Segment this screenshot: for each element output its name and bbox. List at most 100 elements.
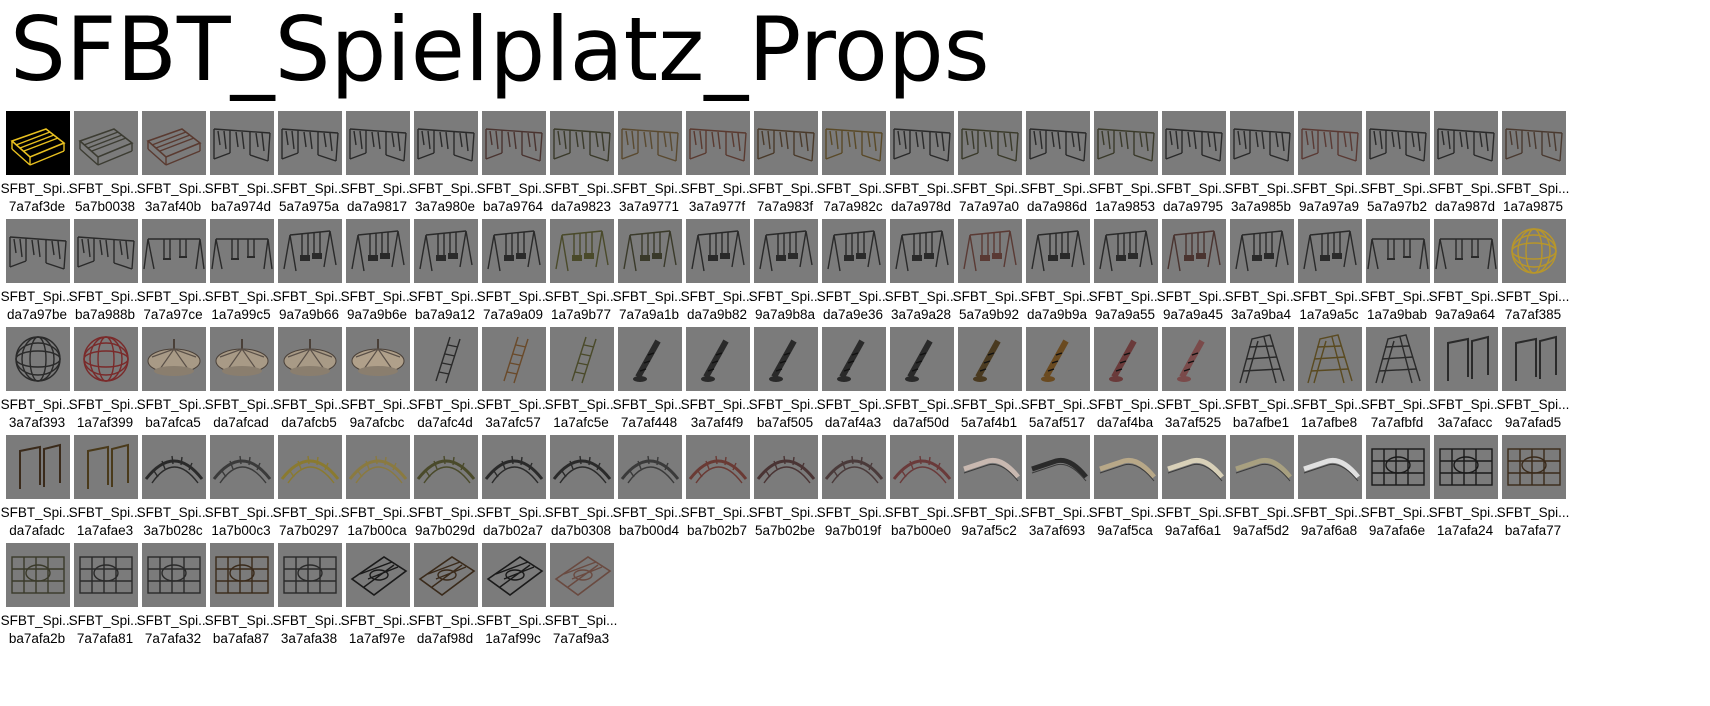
file-item[interactable]: SFBT_Spi... ba7a9764 <box>476 111 550 217</box>
file-thumbnail[interactable] <box>6 111 70 175</box>
file-item[interactable]: SFBT_Spi... 7a7a983f <box>748 111 822 217</box>
file-thumbnail[interactable] <box>1094 327 1158 391</box>
file-thumbnail[interactable] <box>74 327 138 391</box>
file-thumbnail[interactable] <box>754 435 818 499</box>
file-thumbnail[interactable] <box>6 435 70 499</box>
file-thumbnail[interactable] <box>1502 327 1566 391</box>
file-thumbnail[interactable] <box>414 219 478 283</box>
file-item[interactable]: SFBT_Spi... da7afcad <box>204 327 278 433</box>
file-item[interactable]: SFBT_Spi... 9a7a9b6e <box>340 219 414 325</box>
file-item[interactable]: SFBT_Spi... da7af4a3 <box>816 327 890 433</box>
file-thumbnail[interactable] <box>482 543 546 607</box>
file-item[interactable]: SFBT_Spi... 3a7a977f <box>680 111 754 217</box>
file-thumbnail[interactable] <box>958 111 1022 175</box>
file-item[interactable]: SFBT_Spi... 7a7afa81 <box>68 543 142 649</box>
file-item[interactable]: SFBT_Spi... 3a7a9771 <box>612 111 686 217</box>
file-thumbnail[interactable] <box>74 543 138 607</box>
file-thumbnail[interactable] <box>1434 435 1498 499</box>
file-thumbnail[interactable] <box>1502 435 1566 499</box>
file-thumbnail[interactable] <box>210 111 274 175</box>
file-item[interactable]: SFBT_Spi... 9a7a9a45 <box>1156 219 1230 325</box>
file-thumbnail[interactable] <box>1026 219 1090 283</box>
file-item[interactable]: SFBT_Spi... 7a7a97a0 <box>952 111 1026 217</box>
file-item[interactable]: SFBT_Spi... 9a7af6a1 <box>1156 435 1230 541</box>
file-item[interactable]: SFBT_Spi... 7a7afbfd <box>1360 327 1434 433</box>
file-item[interactable]: SFBT_Spi... ba7b02b7 <box>680 435 754 541</box>
file-item[interactable]: SFBT_Spi... 7a7b0297 <box>272 435 346 541</box>
file-item[interactable]: SFBT_Spi... 3a7af525 <box>1156 327 1230 433</box>
file-item[interactable]: SFBT_Spi... 3a7afa38 <box>272 543 346 649</box>
file-thumbnail[interactable] <box>414 435 478 499</box>
file-item[interactable]: SFBT_Spi... 7a7afa32 <box>136 543 210 649</box>
file-thumbnail[interactable] <box>142 111 206 175</box>
file-thumbnail[interactable] <box>1162 111 1226 175</box>
file-thumbnail[interactable] <box>6 219 70 283</box>
file-thumbnail[interactable] <box>142 327 206 391</box>
file-thumbnail[interactable] <box>1434 111 1498 175</box>
file-thumbnail[interactable] <box>822 327 886 391</box>
file-item[interactable]: SFBT_Spi... 7a7af448 <box>612 327 686 433</box>
file-thumbnail[interactable] <box>74 111 138 175</box>
file-thumbnail[interactable] <box>6 543 70 607</box>
file-thumbnail[interactable] <box>822 435 886 499</box>
file-thumbnail[interactable] <box>210 327 274 391</box>
file-item[interactable]: SFBT_Spi... 1a7a9875 <box>1496 111 1570 217</box>
file-thumbnail[interactable] <box>754 111 818 175</box>
file-thumbnail[interactable] <box>210 543 274 607</box>
file-item[interactable]: SFBT_Spi... 3a7af40b <box>136 111 210 217</box>
file-item[interactable]: SFBT_Spi... 1a7a9853 <box>1088 111 1162 217</box>
file-thumbnail[interactable] <box>278 543 342 607</box>
file-item[interactable]: SFBT_Spi... da7a978d <box>884 111 958 217</box>
file-thumbnail[interactable] <box>890 435 954 499</box>
file-thumbnail[interactable] <box>958 327 1022 391</box>
file-item[interactable]: SFBT_Spi... da7a987d <box>1428 111 1502 217</box>
file-thumbnail[interactable] <box>142 543 206 607</box>
file-thumbnail[interactable] <box>1298 111 1362 175</box>
file-item[interactable]: SFBT_Spi... 5a7af4b1 <box>952 327 1026 433</box>
file-thumbnail[interactable] <box>278 111 342 175</box>
file-item[interactable]: SFBT_Spi... 9a7a9a64 <box>1428 219 1502 325</box>
file-item[interactable]: SFBT_Spi... 9a7a9b66 <box>272 219 346 325</box>
file-thumbnail[interactable] <box>482 219 546 283</box>
file-item[interactable]: SFBT_Spi... 3a7af393 <box>0 327 74 433</box>
file-thumbnail[interactable] <box>1366 435 1430 499</box>
file-item[interactable]: SFBT_Spi... ba7a988b <box>68 219 142 325</box>
file-thumbnail[interactable] <box>550 111 614 175</box>
file-thumbnail[interactable] <box>6 327 70 391</box>
file-item[interactable]: SFBT_Spi... da7af4ba <box>1088 327 1162 433</box>
file-thumbnail[interactable] <box>754 219 818 283</box>
file-thumbnail[interactable] <box>482 435 546 499</box>
file-item[interactable]: SFBT_Spi... da7a9b82 <box>680 219 754 325</box>
file-item[interactable]: SFBT_Spi... 1a7afa24 <box>1428 435 1502 541</box>
file-item[interactable]: SFBT_Spi... da7afcb5 <box>272 327 346 433</box>
file-thumbnail[interactable] <box>1230 435 1294 499</box>
file-item[interactable]: SFBT_Spi... 9a7af5d2 <box>1224 435 1298 541</box>
file-item[interactable]: SFBT_Spi... da7a9817 <box>340 111 414 217</box>
file-thumbnail[interactable] <box>1298 435 1362 499</box>
file-thumbnail[interactable] <box>686 111 750 175</box>
file-item[interactable]: SFBT_Spi... 3a7afc57 <box>476 327 550 433</box>
file-item[interactable]: SFBT_Spi... 5a7a97b2 <box>1360 111 1434 217</box>
file-item[interactable]: SFBT_Spi... 1a7af99c <box>476 543 550 649</box>
file-item[interactable]: SFBT_Spi... 3a7b028c <box>136 435 210 541</box>
file-item[interactable]: SFBT_Spi... 3a7a9a28 <box>884 219 958 325</box>
file-item[interactable]: SFBT_Spi... ba7af505 <box>748 327 822 433</box>
file-item[interactable]: SFBT_Spi... 9a7af6a8 <box>1292 435 1366 541</box>
file-item[interactable]: SFBT_Spi... da7af98d <box>408 543 482 649</box>
file-thumbnail[interactable] <box>1298 219 1362 283</box>
file-item[interactable]: SFBT_Spi... 5a7af517 <box>1020 327 1094 433</box>
file-thumbnail[interactable] <box>74 435 138 499</box>
file-item[interactable]: SFBT_Spi... ba7a974d <box>204 111 278 217</box>
file-item[interactable]: SFBT_Spi... 9a7a9b8a <box>748 219 822 325</box>
file-item[interactable]: SFBT_Spi... 1a7afc5e <box>544 327 618 433</box>
file-item[interactable]: SFBT_Spi... 3a7af4f9 <box>680 327 754 433</box>
file-item[interactable]: SFBT_Spi... 5a7b0038 <box>68 111 142 217</box>
file-thumbnail[interactable] <box>618 435 682 499</box>
file-item[interactable]: SFBT_Spi... 5a7b02be <box>748 435 822 541</box>
file-thumbnail[interactable] <box>958 219 1022 283</box>
file-thumbnail[interactable] <box>1298 327 1362 391</box>
file-thumbnail[interactable] <box>1094 111 1158 175</box>
file-thumbnail[interactable] <box>1026 435 1090 499</box>
file-thumbnail[interactable] <box>482 327 546 391</box>
file-item[interactable]: SFBT_Spi... 1a7afbe8 <box>1292 327 1366 433</box>
